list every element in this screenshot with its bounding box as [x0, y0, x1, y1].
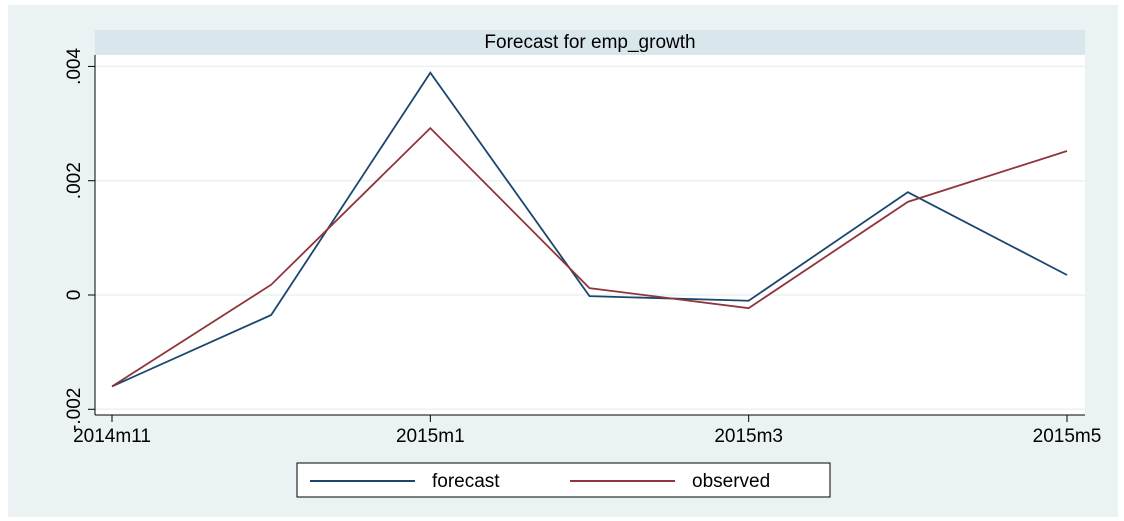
- legend-label: observed: [692, 471, 770, 492]
- y-tick-label: 0: [64, 290, 85, 301]
- y-tick-label: .004: [64, 48, 85, 85]
- x-tick-label: 2014m11: [73, 426, 151, 447]
- y-tick-label: .002: [64, 162, 85, 199]
- data-line: [111, 126, 1068, 388]
- x-tick-label: 2015m1: [396, 426, 465, 447]
- y-tick-label: -.002: [64, 388, 85, 431]
- data-line: [111, 71, 1068, 388]
- x-tick-label: 2015m3: [714, 426, 783, 447]
- x-tick-label: 2015m5: [1033, 426, 1102, 447]
- chart-title: Forecast for emp_growth: [484, 32, 695, 53]
- plot-area: [95, 55, 1085, 415]
- legend-label: forecast: [432, 471, 500, 492]
- title-bar: [95, 30, 1085, 55]
